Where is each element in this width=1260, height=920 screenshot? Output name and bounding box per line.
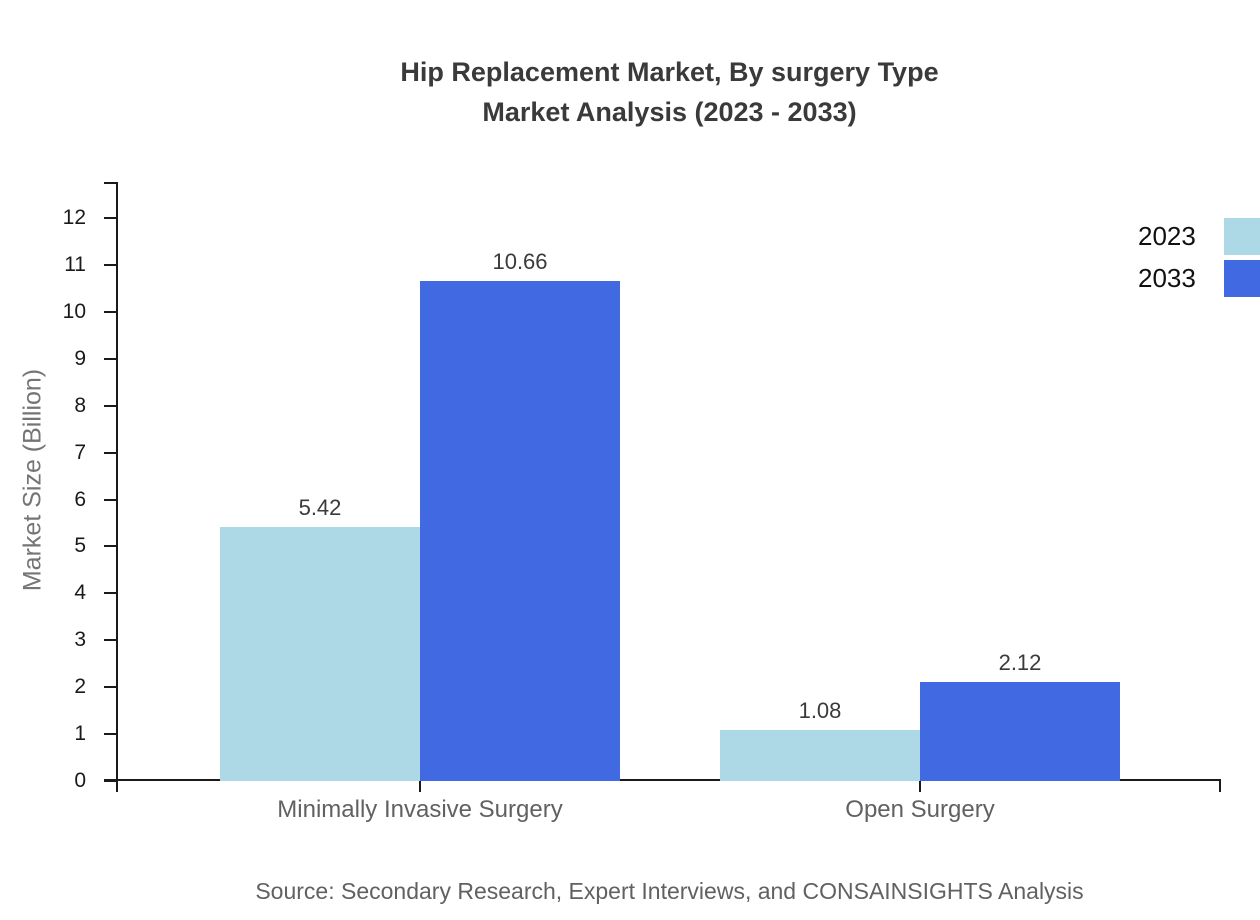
y-tick: [104, 498, 118, 501]
chart-subtitle: Market Analysis (2023 - 2033): [482, 97, 857, 127]
legend-label: 2023: [1138, 221, 1196, 251]
legend-swatch: [1224, 260, 1260, 297]
y-tick-label: 12: [62, 206, 86, 229]
y-tick-label: 7: [74, 440, 86, 464]
y-tick: [104, 263, 118, 266]
y-tick-label: 9: [74, 346, 86, 370]
value-label: 1.08: [798, 698, 842, 724]
source-note: Source: Secondary Research, Expert Inter…: [255, 878, 1084, 904]
y-tick-label: 6: [74, 487, 86, 511]
y-tick: [104, 451, 118, 454]
x-axis-label: Minimally Invasive Surgery: [277, 796, 563, 823]
value-label: 2.12: [998, 649, 1042, 675]
y-tick-label: 8: [74, 393, 86, 417]
y-tick: [104, 310, 118, 313]
value-label: 10.66: [492, 248, 548, 274]
y-tick-label: 4: [74, 581, 86, 605]
y-tick-label: 0: [74, 769, 86, 792]
x-axis-end-cap: [1219, 781, 1221, 792]
x-tick: [919, 781, 921, 792]
bar-2033: [420, 280, 620, 781]
y-axis-end-cap: [104, 182, 118, 184]
y-axis-spine: [116, 182, 118, 792]
y-tick: [104, 217, 118, 219]
chart-title: Hip Replacement Market, By surgery Type: [400, 57, 939, 87]
y-tick-label: 2: [74, 675, 86, 699]
y-tick-label: 10: [62, 299, 86, 323]
value-label: 5.42: [298, 494, 342, 520]
legend-item: 2033: [1138, 260, 1260, 297]
x-tick: [419, 781, 421, 792]
legend-label: 2033: [1138, 263, 1196, 293]
bar-2023: [720, 730, 920, 781]
legend: 2023 2033: [1138, 218, 1260, 302]
y-tick: [104, 780, 118, 782]
y-tick: [104, 686, 118, 689]
bar-2033: [920, 681, 1120, 781]
y-tick: [104, 545, 118, 548]
legend-swatch: [1224, 218, 1260, 255]
x-axis-label: Open Surgery: [845, 796, 995, 823]
y-tick-label: 3: [74, 628, 86, 652]
chart-title-block: Hip Replacement Market, By surgery Type …: [118, 52, 1221, 132]
y-tick-label: 5: [74, 534, 86, 558]
y-tick: [104, 639, 118, 642]
y-tick: [104, 404, 118, 407]
bar-2023: [220, 526, 420, 781]
y-tick: [104, 733, 118, 736]
y-tick-label: 11: [64, 252, 86, 276]
x-axis-spine: [104, 779, 1221, 781]
legend-item: 2023: [1138, 218, 1260, 255]
y-tick: [104, 592, 118, 595]
y-tick-label: 1: [74, 722, 86, 746]
y-tick: [104, 357, 118, 360]
